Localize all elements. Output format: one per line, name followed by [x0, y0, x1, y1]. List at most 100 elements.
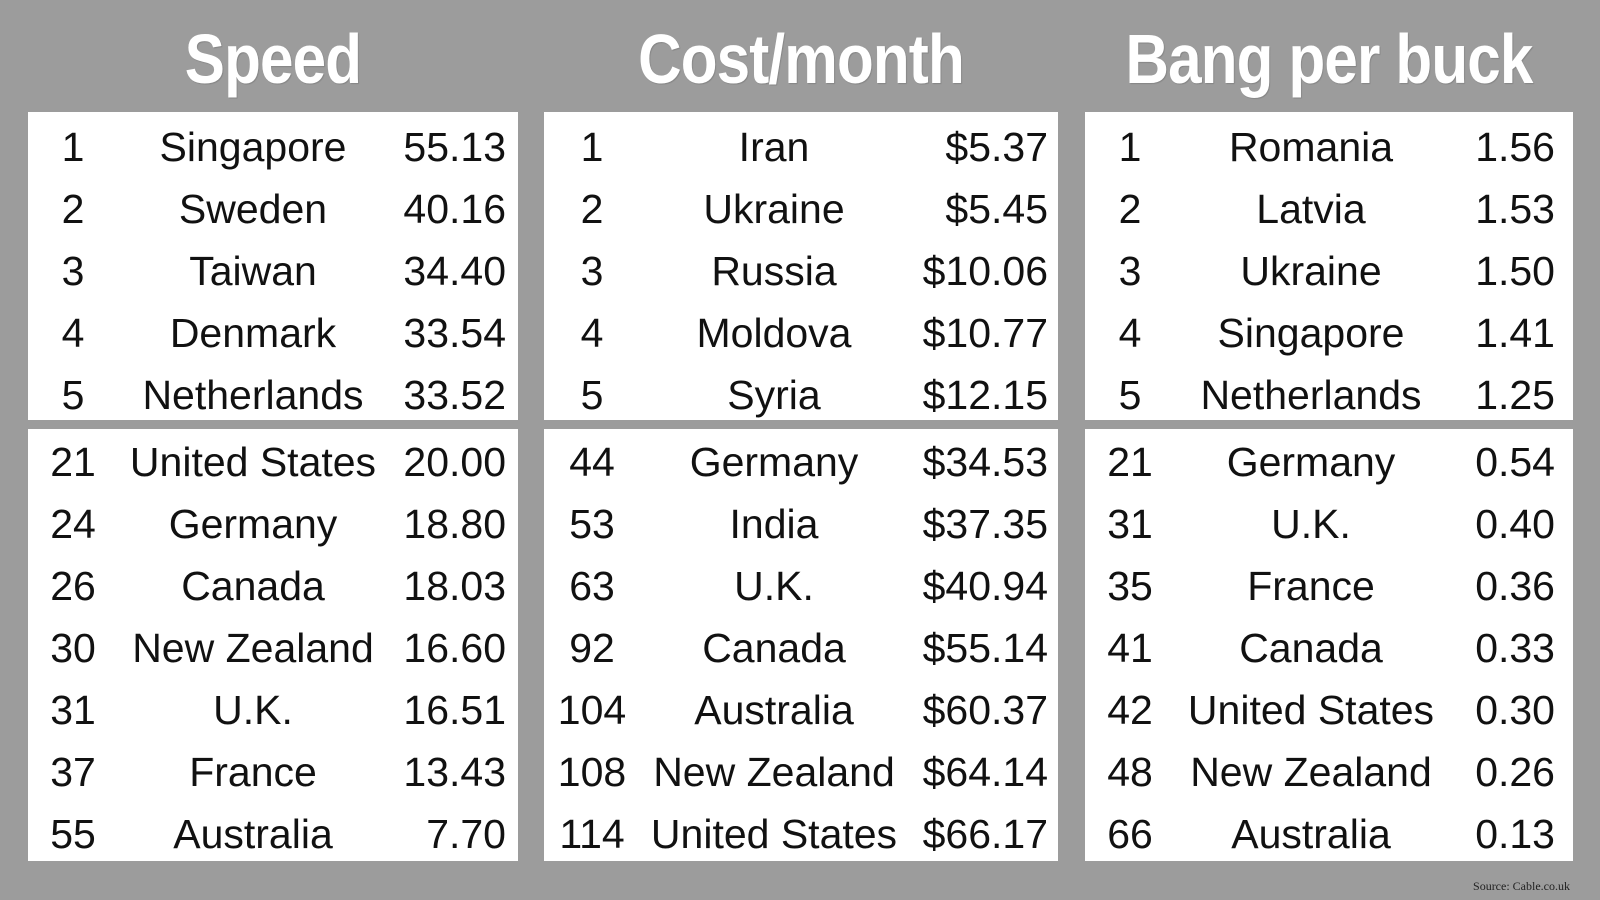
country-cell: Netherlands — [142, 371, 364, 418]
table-row: 66 Australia 0.13 — [1085, 803, 1573, 865]
rank-cell: 31 — [1107, 500, 1153, 547]
selected-countries-table: 21 United States 20.00 24 Germany 18.80 26 Cana… — [28, 429, 518, 861]
value-cell: 1.56 — [1475, 123, 1555, 170]
country-cell: U.K. — [734, 562, 814, 609]
table-row: 1 Romania 1.56 — [1085, 116, 1573, 178]
country-cell: France — [189, 748, 317, 795]
rank-cell: 26 — [50, 562, 96, 609]
value-cell: 18.03 — [403, 562, 506, 609]
country-cell: India — [729, 500, 819, 547]
table-row: 21 Germany 0.54 — [1085, 431, 1573, 493]
value-cell: $37.35 — [922, 500, 1048, 547]
rank-cell: 37 — [50, 748, 96, 795]
table-row: 42 United States 0.30 — [1085, 679, 1573, 741]
column-title: Speed — [184, 20, 362, 98]
value-cell: $55.14 — [922, 624, 1048, 671]
top-five-table: 1 Iran $5.37 2 Ukraine $5.45 3 Russia $10.06 4 Mol… — [544, 112, 1058, 420]
rank-cell: 41 — [1107, 624, 1153, 671]
country-cell: Iran — [738, 123, 810, 170]
country-cell: Moldova — [696, 309, 852, 356]
speed-column: Speed 1 Singapore 55.13 2 Sweden 40.16 3 Taiwan… — [28, 0, 518, 861]
table-row: 5 Syria $12.15 — [544, 364, 1058, 426]
cost-column: Cost/month 1 Iran $5.37 2 Ukraine $5.45 3 Russi… — [544, 0, 1058, 861]
country-cell: United States — [129, 438, 377, 485]
value-cell: $10.06 — [922, 247, 1048, 294]
country-cell: United States — [650, 810, 898, 857]
table-row: 92 Canada $55.14 — [544, 617, 1058, 679]
table-row: 108 New Zealand $64.14 — [544, 741, 1058, 803]
value-cell: 40.16 — [403, 185, 506, 232]
rank-cell: 2 — [580, 185, 604, 232]
country-cell: Netherlands — [1200, 371, 1422, 418]
rank-cell: 4 — [580, 309, 604, 356]
rank-cell: 4 — [61, 309, 85, 356]
country-cell: Ukraine — [703, 185, 845, 232]
table-row: 41 Canada 0.33 — [1085, 617, 1573, 679]
country-cell: Syria — [727, 371, 821, 418]
rank-cell: 1 — [61, 123, 85, 170]
value-cell: $40.94 — [922, 562, 1048, 609]
value-cell: 16.60 — [403, 624, 506, 671]
rank-cell: 42 — [1107, 686, 1153, 733]
value-cell: 33.52 — [403, 371, 506, 418]
rank-cell: 44 — [569, 438, 615, 485]
country-cell: Germany — [1226, 438, 1396, 485]
table-row: 2 Sweden 40.16 — [28, 178, 518, 240]
table-row: 31 U.K. 0.40 — [1085, 493, 1573, 555]
country-cell: Canada — [702, 624, 846, 671]
country-cell: Germany — [168, 500, 338, 547]
table-row: 24 Germany 18.80 — [28, 493, 518, 555]
table-row: 21 United States 20.00 — [28, 431, 518, 493]
country-cell: Singapore — [159, 123, 347, 170]
value-cell: 0.40 — [1475, 500, 1555, 547]
value-cell: $5.37 — [945, 123, 1048, 170]
value-cell: $60.37 — [922, 686, 1048, 733]
country-cell: Russia — [711, 247, 837, 294]
table-row: 5 Netherlands 1.25 — [1085, 364, 1573, 426]
top-five-table: 1 Singapore 55.13 2 Sweden 40.16 3 Taiwan 34.40 4… — [28, 112, 518, 420]
table-row: 1 Singapore 55.13 — [28, 116, 518, 178]
value-cell: 0.13 — [1475, 810, 1555, 857]
value-cell: $34.53 — [922, 438, 1048, 485]
country-cell: Romania — [1228, 123, 1394, 170]
source-note: Source: Cable.co.uk — [1473, 879, 1570, 893]
value-cell: 34.40 — [403, 247, 506, 294]
value-cell: 1.53 — [1475, 185, 1555, 232]
value-cell: 16.51 — [403, 686, 506, 733]
rank-cell: 48 — [1107, 748, 1153, 795]
top-five-table: 1 Romania 1.56 2 Latvia 1.53 3 Ukraine 1.50 4 Sing… — [1085, 112, 1573, 420]
country-cell: Australia — [1231, 810, 1391, 857]
value-cell: 13.43 — [403, 748, 506, 795]
rank-cell: 92 — [569, 624, 615, 671]
column-title: Bang per buck — [1125, 20, 1534, 98]
rank-cell: 5 — [580, 371, 604, 418]
table-row: 55 Australia 7.70 — [28, 803, 518, 865]
value-cell: 18.80 — [403, 500, 506, 547]
table-row: 63 U.K. $40.94 — [544, 555, 1058, 617]
value-cell: $64.14 — [922, 748, 1048, 795]
country-cell: New Zealand — [653, 748, 895, 795]
rank-cell: 108 — [557, 748, 627, 795]
rank-cell: 3 — [580, 247, 604, 294]
rank-cell: 5 — [61, 371, 85, 418]
table-row: 4 Denmark 33.54 — [28, 302, 518, 364]
column-title: Cost/month — [638, 20, 965, 98]
selected-countries-table: 21 Germany 0.54 31 U.K. 0.40 35 France 0.36 41 Can… — [1085, 429, 1573, 861]
table-row: 37 France 13.43 — [28, 741, 518, 803]
table-row: 4 Moldova $10.77 — [544, 302, 1058, 364]
rank-cell: 5 — [1118, 371, 1142, 418]
value-cell: 1.25 — [1475, 371, 1555, 418]
table-row: 104 Australia $60.37 — [544, 679, 1058, 741]
value-cell: 0.33 — [1475, 624, 1555, 671]
table-row: 114 United States $66.17 — [544, 803, 1058, 865]
country-cell: France — [1247, 562, 1375, 609]
value-cell: $5.45 — [945, 185, 1048, 232]
rank-cell: 30 — [50, 624, 96, 671]
table-row: 2 Latvia 1.53 — [1085, 178, 1573, 240]
value-cell: 0.26 — [1475, 748, 1555, 795]
country-cell: U.K. — [1271, 500, 1351, 547]
table-row: 3 Taiwan 34.40 — [28, 240, 518, 302]
rank-cell: 4 — [1118, 309, 1142, 356]
country-cell: Singapore — [1217, 309, 1405, 356]
value-cell: $10.77 — [922, 309, 1048, 356]
